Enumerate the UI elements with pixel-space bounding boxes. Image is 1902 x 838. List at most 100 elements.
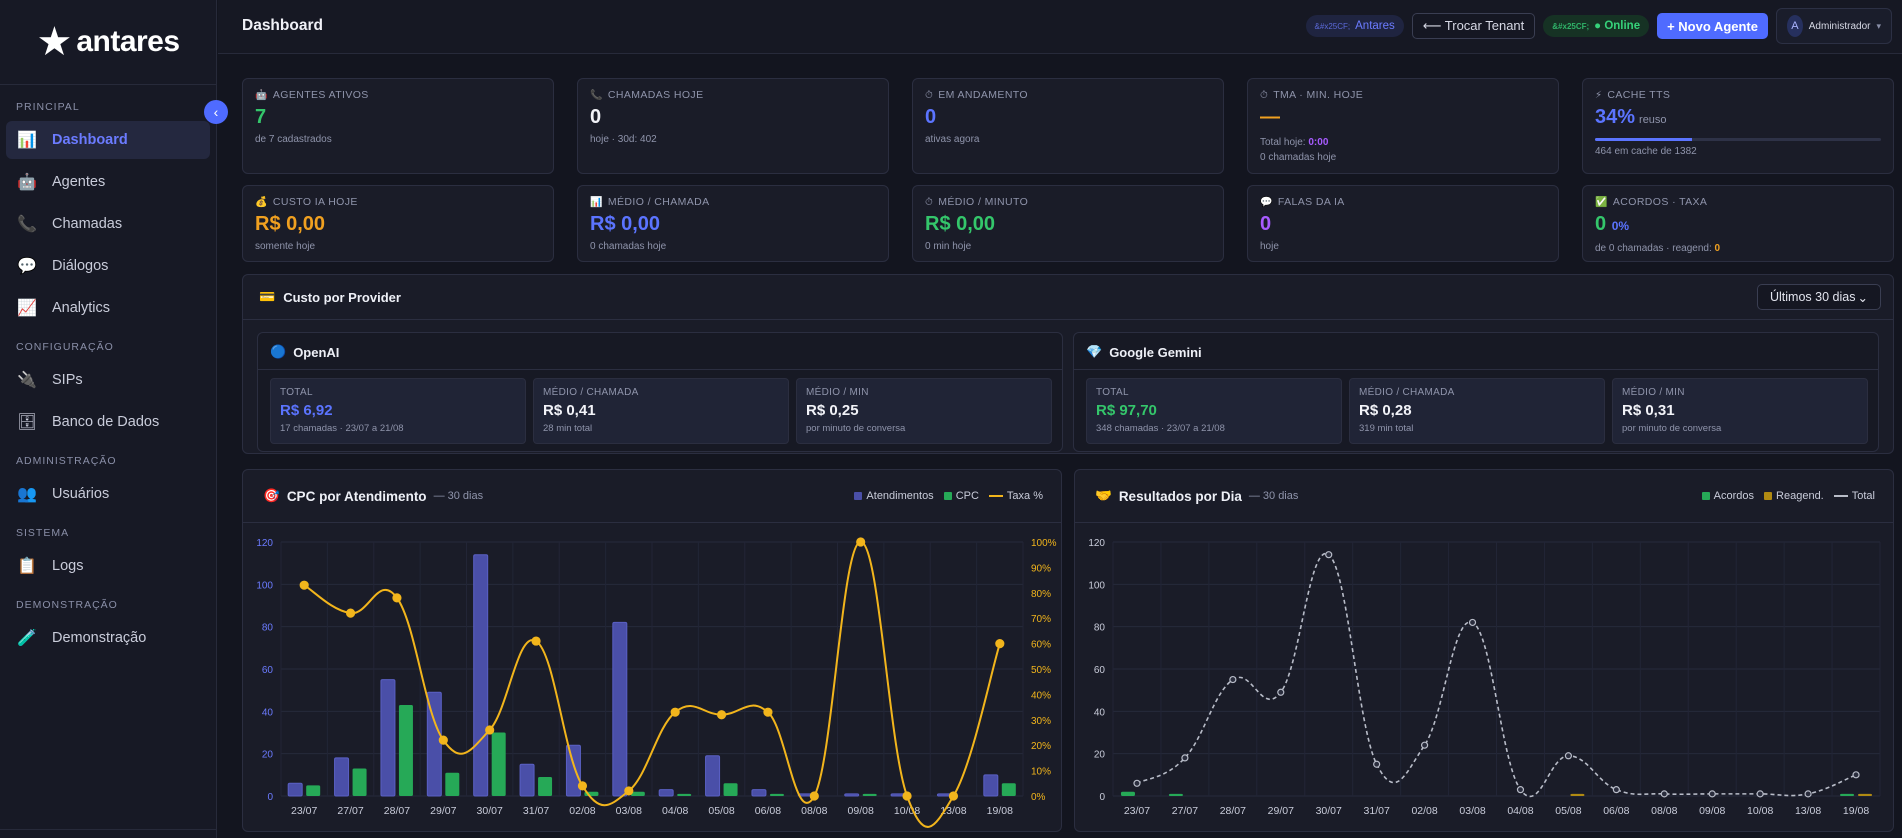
y-tick-label: 20 <box>262 750 274 761</box>
sidebar-item-chamadas[interactable]: 📞 Chamadas <box>6 205 210 243</box>
x-tick-label: 27/07 <box>1172 805 1198 817</box>
point-total <box>1133 779 1141 787</box>
nav-section-title: DEMONSTRAÇÃO <box>16 599 118 611</box>
x-tick-label: 31/07 <box>1364 805 1390 817</box>
x-tick-label: 05/08 <box>708 805 734 817</box>
legend-item[interactable]: Acordos <box>1701 490 1755 502</box>
bar-cpc <box>862 793 877 796</box>
sidebar-item-di-logos[interactable]: 💬 Diálogos <box>6 247 210 285</box>
stat-value: 34% reuso <box>1595 105 1881 132</box>
x-tick-label: 30/07 <box>477 805 503 817</box>
sidebar-item-usu-rios[interactable]: 👥 Usuários <box>6 475 210 513</box>
money-bag-icon: 💰 <box>255 196 268 208</box>
stat-label-text: TMA · MIN. HOJE <box>1273 89 1364 101</box>
sidebar-item-analytics[interactable]: 📈 Analytics <box>6 289 210 327</box>
legend-item[interactable]: Atendimentos <box>854 490 934 502</box>
bar-atendimentos <box>983 774 999 797</box>
check-icon: ✅ <box>1595 196 1608 208</box>
stat-card: ⏱ EM ANDAMENTO 0 ativas agora <box>912 78 1224 174</box>
stat-label-text: CACHE TTS <box>1607 89 1671 101</box>
point-total <box>1660 790 1668 798</box>
y2-tick-label: 90% <box>1031 563 1051 574</box>
sidebar-item-logs[interactable]: 📋 Logs <box>6 547 210 585</box>
legend-item[interactable]: CPC <box>943 490 979 502</box>
sidebar-item-sips[interactable]: 🔌 SIPs <box>6 361 210 399</box>
point-total <box>1564 752 1573 760</box>
tenant-badge: &#x25CF; Antares <box>1305 15 1404 37</box>
collapse-sidebar-button[interactable]: ‹ <box>204 100 228 124</box>
stat-value-text: 7 <box>255 106 267 128</box>
sidebar-item-banco-de-dados[interactable]: 🗄 Banco de Dados <box>6 403 210 441</box>
x-tick-label: 02/08 <box>1411 805 1437 817</box>
bar-cpc <box>445 772 460 796</box>
sidebar-item-label: Banco de Dados <box>52 414 160 430</box>
stat-value: R$ 0,00 <box>255 212 541 236</box>
results-chart-title-text: Resultados por Dia <box>1118 488 1242 504</box>
provider-metric-sub: 28 min total <box>543 423 593 434</box>
divider <box>1074 369 1878 370</box>
stat-sub: 0 chamadas hoje <box>590 241 667 252</box>
topbar: Dashboard &#x25CF; Antares ⟵ Trocar Tena… <box>218 0 1902 54</box>
bar-acordos <box>1120 791 1135 796</box>
cache-progress-bar <box>1595 138 1881 141</box>
user-name: Administrador <box>1808 20 1871 32</box>
y2-tick-label: 0% <box>1031 792 1046 803</box>
database-icon: 🗄 <box>16 414 38 431</box>
bar-cpc <box>723 783 738 796</box>
point-taxa- <box>995 639 1005 649</box>
robot-icon: 🤖 <box>255 89 268 101</box>
stat-value: 0 <box>590 105 876 129</box>
stat-card: ⏱ MÉDIO / MINUTO R$ 0,00 0 min hoje <box>912 185 1224 262</box>
timer-icon: ⏱ <box>1260 89 1269 101</box>
provider-metric: TOTAL R$ 6,92 17 chamadas · 23/07 a 21/08 <box>270 378 526 444</box>
legend-label: Acordos <box>1713 490 1755 502</box>
bolt-icon: ⚡ <box>1595 89 1603 101</box>
phone-icon: 📞 <box>17 216 37 233</box>
sidebar-item-label: Analytics <box>52 300 111 316</box>
bar-cpc <box>538 776 553 796</box>
stat-sub: 464 em cache de 1382 <box>1595 146 1697 157</box>
line-total <box>1136 552 1857 798</box>
bar-reagend- <box>1858 793 1873 796</box>
y-tick-label: 100 <box>256 580 273 591</box>
point-taxa- <box>716 710 727 720</box>
sidebar-item-demonstra-o[interactable]: 🧪 Demonstração <box>6 619 210 657</box>
x-tick-label: 09/08 <box>1699 805 1725 817</box>
nav-section-title: CONFIGURAÇÃO <box>16 341 114 353</box>
cpc-chart-title-text: CPC por Atendimento <box>286 488 427 504</box>
date-range-select[interactable]: Últimos 30 dias ⌄ <box>1757 284 1881 310</box>
bar-atendimentos <box>380 679 396 797</box>
point-total <box>1468 618 1477 627</box>
sidebar-item-agentes[interactable]: 🤖 Agentes <box>6 163 210 201</box>
provider-metric: MÉDIO / CHAMADA R$ 0,41 28 min total <box>533 378 789 444</box>
stat-value-text: — <box>1260 106 1280 128</box>
point-taxa- <box>392 593 402 603</box>
legend-item[interactable]: Taxa % <box>988 490 1043 502</box>
clock-icon: ⏱ <box>925 196 934 208</box>
y-tick-label: 60 <box>262 665 274 676</box>
legend-item[interactable]: Reagend. <box>1764 490 1824 502</box>
stat-label-text: CUSTO IA HOJE <box>272 196 358 208</box>
new-agent-button[interactable]: + Novo Agente <box>1657 13 1768 39</box>
switch-tenant-button[interactable]: ⟵ Trocar Tenant <box>1411 13 1536 39</box>
sidebar-item-label: Agentes <box>52 174 106 190</box>
user-menu[interactable]: A Administrador ▾ <box>1776 8 1892 44</box>
stat-sub: hoje · 30d: 402 <box>590 134 657 145</box>
y-tick-label: 40 <box>1094 707 1106 718</box>
bar-cpc <box>630 791 645 796</box>
sidebar-item-dashboard[interactable]: 📊 Dashboard <box>6 121 210 159</box>
clock-icon: ⏱ <box>925 89 934 101</box>
divider <box>258 369 1062 370</box>
bar-atendimentos <box>287 782 303 797</box>
provider-metric-value: R$ 6,92 <box>280 402 333 419</box>
y2-tick-label: 100% <box>1031 538 1057 549</box>
point-total <box>1708 790 1716 798</box>
brand-logo[interactable]: ★ antares <box>0 0 216 84</box>
legend-item[interactable]: Total <box>1833 490 1875 502</box>
stat-value-text: R$ 0,00 <box>590 213 661 235</box>
x-tick-label: 19/08 <box>1843 805 1869 817</box>
stat-value: R$ 0,00 <box>590 212 876 236</box>
x-tick-label: 31/07 <box>523 805 549 817</box>
online-status-label: ● Online <box>1594 20 1641 32</box>
x-tick-label: 13/08 <box>1795 805 1821 817</box>
